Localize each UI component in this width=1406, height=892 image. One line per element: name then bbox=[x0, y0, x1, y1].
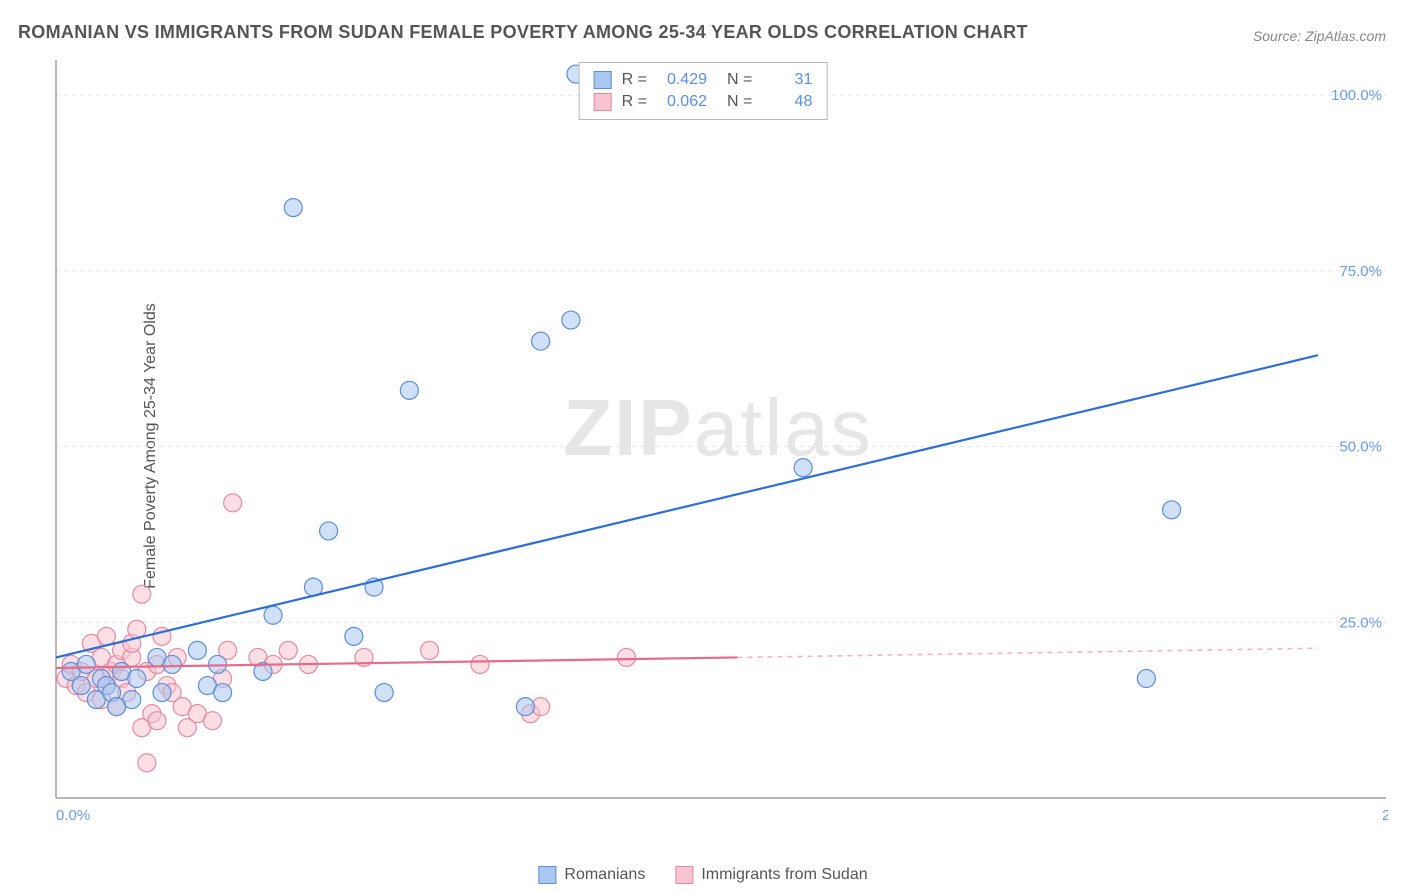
svg-text:0.0%: 0.0% bbox=[56, 807, 90, 824]
data-point bbox=[345, 627, 363, 645]
data-point bbox=[562, 311, 580, 329]
data-point bbox=[138, 754, 156, 772]
data-point bbox=[108, 698, 126, 716]
data-point bbox=[153, 684, 171, 702]
data-point bbox=[72, 677, 90, 695]
legend-label: Romanians bbox=[564, 866, 645, 884]
data-point bbox=[128, 670, 146, 688]
svg-text:25.0%: 25.0% bbox=[1339, 614, 1382, 631]
trend-line-sudan-extrapolated bbox=[737, 648, 1318, 657]
source-link[interactable]: ZipAtlas.com bbox=[1305, 28, 1386, 44]
data-point bbox=[77, 655, 95, 673]
data-point bbox=[421, 641, 439, 659]
r-value: 0.429 bbox=[657, 71, 707, 89]
data-point bbox=[264, 606, 282, 624]
data-point bbox=[133, 585, 151, 603]
tick-labels: 25.0% 50.0% 75.0% 100.0% 0.0% 25.0% bbox=[56, 87, 1388, 824]
scatter-series-romanians bbox=[62, 65, 1180, 716]
stats-row: R = 0.429 N = 31 bbox=[594, 69, 813, 91]
source-attribution: Source: ZipAtlas.com bbox=[1253, 28, 1386, 44]
data-point bbox=[532, 332, 550, 350]
data-point bbox=[400, 381, 418, 399]
data-point bbox=[1163, 501, 1181, 519]
data-point bbox=[284, 199, 302, 217]
r-label: R = bbox=[622, 93, 647, 111]
data-point bbox=[320, 522, 338, 540]
data-point bbox=[471, 655, 489, 673]
svg-text:75.0%: 75.0% bbox=[1339, 263, 1382, 280]
n-value: 48 bbox=[762, 93, 812, 111]
legend-item: Romanians bbox=[538, 866, 645, 884]
trend-line-romanians bbox=[56, 355, 1318, 657]
data-point bbox=[516, 698, 534, 716]
stats-row: R = 0.062 N = 48 bbox=[594, 91, 813, 113]
data-point bbox=[794, 459, 812, 477]
legend-label: Immigrants from Sudan bbox=[701, 866, 867, 884]
legend-swatch bbox=[594, 93, 612, 111]
data-point bbox=[214, 684, 232, 702]
plot-area: 25.0%50.0%75.0%100.0%0.0%25.0% ZIPatlas bbox=[48, 58, 1388, 828]
n-value: 31 bbox=[762, 71, 812, 89]
svg-text:25.0%: 25.0% bbox=[1382, 807, 1388, 824]
data-point bbox=[617, 648, 635, 666]
axes bbox=[56, 60, 1386, 798]
svg-text:100.0%: 100.0% bbox=[1331, 87, 1382, 104]
data-point bbox=[375, 684, 393, 702]
legend-item: Immigrants from Sudan bbox=[675, 866, 867, 884]
data-point bbox=[224, 494, 242, 512]
source-label: Source: bbox=[1253, 28, 1301, 44]
svg-text:50.0%: 50.0% bbox=[1339, 439, 1382, 456]
trend-lines bbox=[56, 355, 1318, 668]
legend-swatch bbox=[538, 866, 556, 884]
data-point bbox=[188, 641, 206, 659]
gridlines bbox=[56, 95, 1386, 622]
bottom-legend: Romanians Immigrants from Sudan bbox=[538, 866, 867, 884]
data-point bbox=[163, 655, 181, 673]
n-label: N = bbox=[727, 71, 752, 89]
legend-swatch bbox=[675, 866, 693, 884]
data-point bbox=[1137, 670, 1155, 688]
r-value: 0.062 bbox=[657, 93, 707, 111]
chart-container: ROMANIAN VS IMMIGRANTS FROM SUDAN FEMALE… bbox=[0, 0, 1406, 892]
data-point bbox=[97, 627, 115, 645]
n-label: N = bbox=[727, 93, 752, 111]
data-point bbox=[203, 712, 221, 730]
data-point bbox=[279, 641, 297, 659]
chart-title: ROMANIAN VS IMMIGRANTS FROM SUDAN FEMALE… bbox=[18, 22, 1028, 43]
chart-svg: 25.0% 50.0% 75.0% 100.0% 0.0% 25.0% bbox=[48, 58, 1388, 828]
stats-legend-box: R = 0.429 N = 31 R = 0.062 N = 48 bbox=[579, 62, 828, 120]
r-label: R = bbox=[622, 71, 647, 89]
legend-swatch bbox=[594, 71, 612, 89]
data-point bbox=[148, 712, 166, 730]
